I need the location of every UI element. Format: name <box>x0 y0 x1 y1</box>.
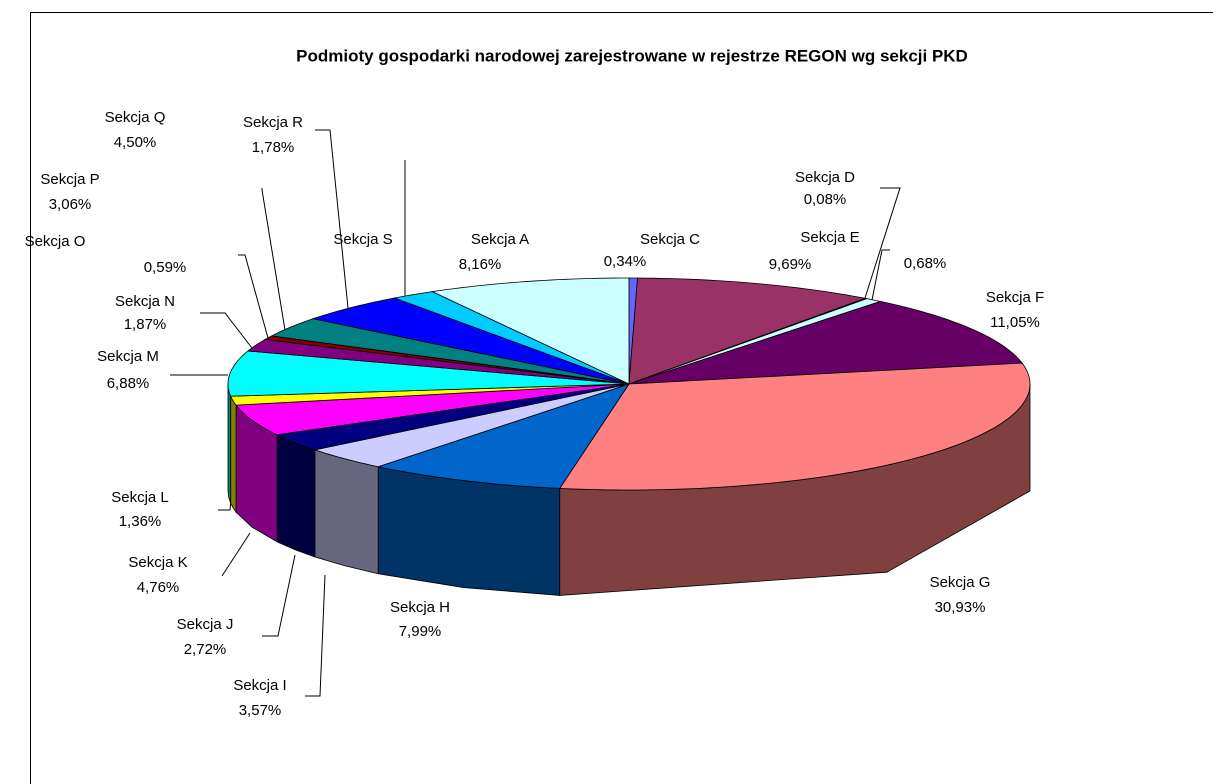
slice-label: Sekcja E <box>800 229 859 246</box>
slice <box>246 338 630 385</box>
slice <box>376 383 630 489</box>
slice-label: Sekcja M <box>97 348 159 365</box>
slice-label: Sekcja G <box>930 574 991 591</box>
value-label: 0,68% <box>904 255 947 272</box>
slice-side <box>276 434 316 558</box>
slice-side <box>227 383 232 504</box>
value-label: 0,59% <box>144 259 187 276</box>
value-label: 3,06% <box>49 196 92 213</box>
slice-label: Sekcja P <box>40 171 99 188</box>
value-label: 11,05% <box>990 314 1040 331</box>
slice-side <box>314 449 379 575</box>
value-label: 6,88% <box>107 375 150 392</box>
value-label: 0,08% <box>804 191 847 208</box>
leader-lines <box>170 129 901 697</box>
slice-label: Sekcja Q <box>105 109 166 126</box>
slice <box>235 383 630 436</box>
value-label: 30,93% <box>935 599 986 616</box>
value-label: 0,34% <box>604 253 647 270</box>
slice-label: Sekcja R <box>243 114 303 131</box>
slice <box>393 291 630 385</box>
slice-label: Sekcja H <box>390 599 450 616</box>
slice-label: Sekcja J <box>177 616 234 633</box>
chart-title: Podmioty gospodarki narodowej zarejestro… <box>296 46 968 65</box>
slice <box>313 383 630 468</box>
value-label: 7,99% <box>399 623 442 640</box>
slice-label: Sekcja I <box>233 677 286 694</box>
value-label: 8,16% <box>459 256 502 273</box>
slice <box>430 277 630 385</box>
value-label: 4,76% <box>137 579 180 596</box>
slice <box>311 297 630 385</box>
annotation: Sekcja S <box>333 231 392 248</box>
slice <box>275 383 630 451</box>
slice-label: Sekcja D <box>795 169 855 186</box>
value-label: 1,36% <box>119 513 162 530</box>
slice-label: Sekcja C <box>640 231 700 248</box>
value-label: 1,87% <box>124 316 167 333</box>
slice-label: Sekcja A <box>471 231 529 248</box>
value-label: 1,78% <box>252 139 295 156</box>
slice <box>628 301 1023 385</box>
slice <box>270 318 630 385</box>
slice <box>558 362 1031 491</box>
value-label: 2,72% <box>184 641 227 658</box>
value-label: 9,69% <box>769 256 812 273</box>
slice <box>227 350 630 397</box>
slice-label: Sekcja K <box>128 554 187 571</box>
slice-label: Sekcja N <box>115 293 175 310</box>
slice-label: Sekcja F <box>986 289 1044 306</box>
value-label: 3,57% <box>239 702 282 719</box>
slice <box>628 277 867 385</box>
slice-side <box>230 396 237 514</box>
slice-label: Sekcja L <box>111 489 169 506</box>
slice-label: Sekcja O <box>25 233 86 250</box>
value-label: 4,50% <box>114 134 157 151</box>
